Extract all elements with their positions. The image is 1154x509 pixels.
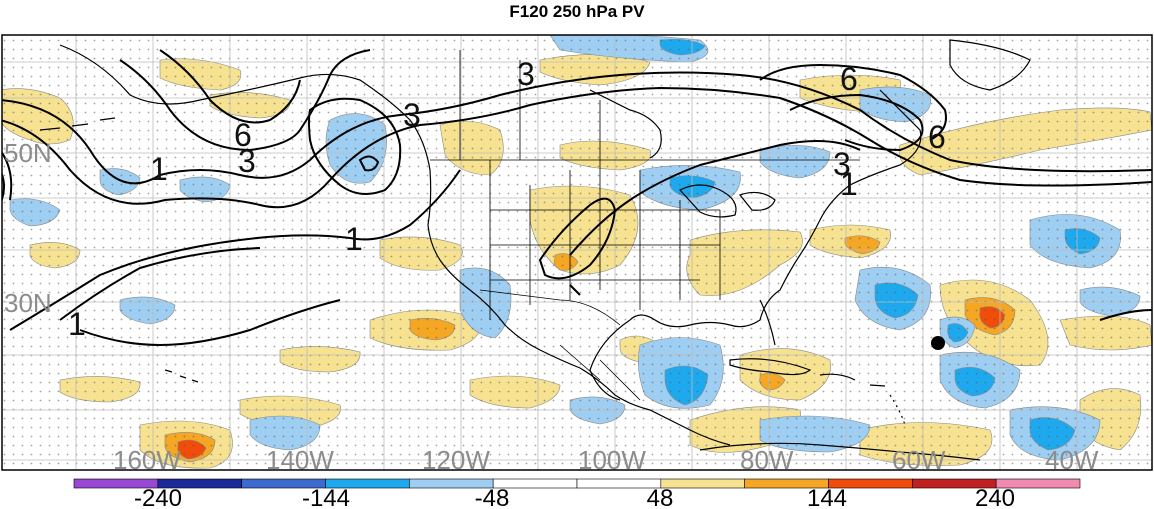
contour-label-3-c: 3: [517, 56, 535, 92]
contour-label-3-d: 3: [833, 146, 851, 182]
lon-label-60w: 60W: [892, 445, 946, 475]
contour-labels: 1 1 1 1 3 3 3 3 6 6 6: [68, 56, 946, 342]
map-frame: [1, 34, 1153, 471]
pv-contours: [2, 49, 1152, 347]
storm-marker: [931, 336, 945, 350]
lon-label-40w: 40W: [1045, 445, 1099, 475]
lon-label-160w: 160W: [113, 445, 181, 475]
colorbar-label-neg240: -240: [134, 485, 182, 509]
contour-label-6-b: 6: [840, 61, 858, 97]
colorbar-label-neg144: -144: [302, 485, 350, 509]
colorbar-label-240: 240: [975, 485, 1015, 509]
lat-lon-grid: [2, 35, 1152, 470]
contour-label-3-a: 3: [238, 143, 256, 179]
contour-label-6-a: 6: [234, 117, 252, 153]
contour-label-1-a: 1: [150, 151, 168, 187]
lon-label-80w: 80W: [740, 445, 794, 475]
colorbar-labels: -240 -144 -48 48 144 240: [134, 485, 1015, 509]
colorbar-label-neg48: -48: [475, 485, 510, 509]
lat-label-50n: 50N: [4, 138, 52, 168]
colorbar-label-144: 144: [807, 485, 847, 509]
contour-label-6-c: 6: [928, 119, 946, 155]
contour-label-1-b: 1: [345, 221, 363, 257]
colorbar: [73, 478, 1081, 489]
lat-label-30n: 30N: [4, 288, 52, 318]
colorbar-swatch: [660, 478, 745, 489]
contour-label-3-b: 3: [403, 97, 421, 133]
lon-label-100w: 100W: [578, 445, 646, 475]
colorbar-swatch: [995, 478, 1081, 489]
coastlines: [39, 39, 1031, 461]
map-title: F120 250 hPa PV: [509, 2, 645, 21]
contour-label-1-c: 1: [68, 306, 86, 342]
pv-anomaly-shading: [2, 35, 1152, 470]
lon-label-140w: 140W: [266, 445, 334, 475]
lon-label-120w: 120W: [422, 445, 490, 475]
contour-label-1-d: 1: [840, 166, 858, 202]
colorbar-label-48: 48: [647, 485, 674, 509]
